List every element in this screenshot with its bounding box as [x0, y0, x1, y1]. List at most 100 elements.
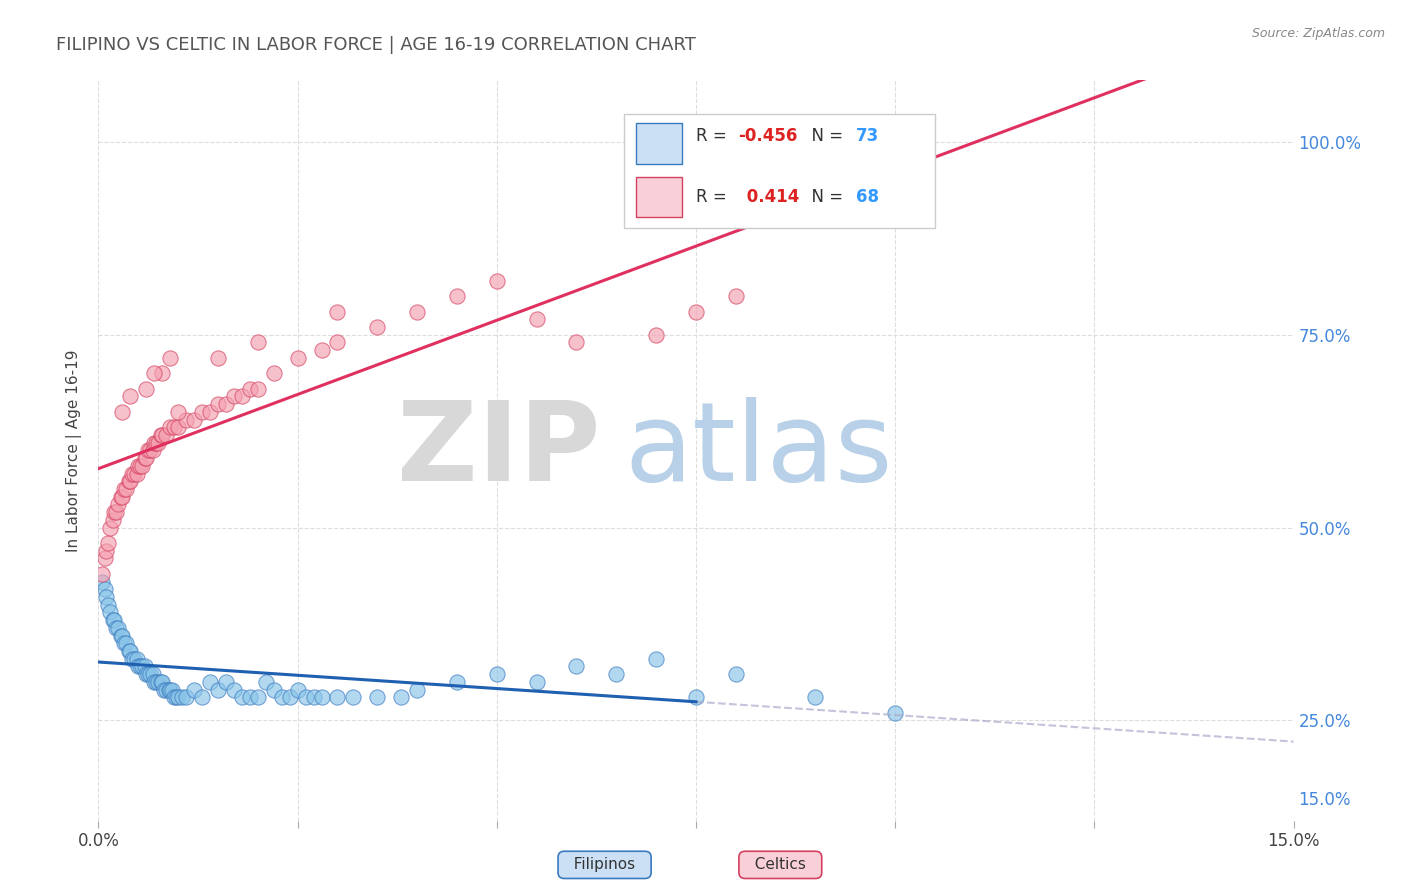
- Point: [118, 475, 141, 489]
- Text: -0.456: -0.456: [738, 127, 797, 145]
- Point: [446, 674, 468, 689]
- Point: [145, 674, 167, 689]
- Point: [724, 289, 747, 303]
- Point: [526, 312, 548, 326]
- Point: [406, 682, 429, 697]
- Point: [97, 536, 120, 550]
- Point: [127, 659, 149, 673]
- Point: [172, 690, 194, 705]
- Point: [110, 490, 132, 504]
- Point: [163, 690, 186, 705]
- Text: Source: ZipAtlas.com: Source: ZipAtlas.com: [1251, 27, 1385, 40]
- Point: [103, 505, 125, 519]
- Point: [131, 458, 153, 473]
- Point: [207, 397, 229, 411]
- Point: [111, 490, 134, 504]
- Point: [605, 667, 627, 681]
- Point: [645, 327, 668, 342]
- Point: [231, 389, 253, 403]
- Point: [287, 682, 309, 697]
- Point: [125, 651, 148, 665]
- Point: [526, 674, 548, 689]
- Point: [167, 405, 190, 419]
- Point: [406, 304, 429, 318]
- Point: [183, 682, 205, 697]
- Text: R =: R =: [696, 127, 733, 145]
- Point: [166, 690, 188, 705]
- Point: [124, 651, 146, 665]
- Point: [107, 621, 129, 635]
- Point: [120, 389, 142, 403]
- Point: [98, 520, 122, 534]
- Point: [231, 690, 253, 705]
- Point: [139, 443, 162, 458]
- Point: [326, 335, 349, 350]
- FancyBboxPatch shape: [637, 177, 682, 218]
- Point: [167, 690, 190, 705]
- Point: [302, 690, 325, 705]
- Point: [198, 674, 221, 689]
- Point: [139, 667, 162, 681]
- Point: [326, 690, 349, 705]
- FancyBboxPatch shape: [637, 123, 682, 164]
- Point: [127, 458, 149, 473]
- Point: [157, 682, 180, 697]
- Point: [183, 412, 205, 426]
- Point: [685, 304, 707, 318]
- Point: [645, 651, 668, 665]
- Point: [125, 467, 148, 481]
- Point: [148, 674, 170, 689]
- Point: [246, 335, 269, 350]
- Point: [148, 435, 170, 450]
- Point: [207, 351, 229, 365]
- Point: [222, 389, 245, 403]
- Point: [150, 674, 173, 689]
- Point: [485, 274, 508, 288]
- Point: [103, 613, 125, 627]
- Point: [104, 505, 127, 519]
- Point: [149, 428, 172, 442]
- Point: [97, 598, 120, 612]
- Point: [115, 482, 138, 496]
- Point: [685, 690, 707, 705]
- Point: [191, 690, 214, 705]
- Point: [110, 629, 132, 643]
- Point: [167, 420, 190, 434]
- Point: [246, 382, 269, 396]
- Point: [101, 613, 124, 627]
- Point: [136, 667, 159, 681]
- Point: [135, 382, 157, 396]
- Point: [124, 467, 146, 481]
- Point: [159, 682, 181, 697]
- Point: [120, 475, 142, 489]
- Point: [263, 682, 285, 697]
- Point: [174, 412, 197, 426]
- Point: [118, 644, 141, 658]
- Point: [134, 451, 156, 466]
- Point: [128, 659, 150, 673]
- Point: [120, 644, 142, 658]
- Text: R =: R =: [696, 187, 733, 205]
- Text: Filipinos: Filipinos: [564, 857, 645, 872]
- Point: [149, 674, 172, 689]
- Point: [222, 682, 245, 697]
- Point: [152, 682, 174, 697]
- Text: FILIPINO VS CELTIC IN LABOR FORCE | AGE 16-19 CORRELATION CHART: FILIPINO VS CELTIC IN LABOR FORCE | AGE …: [56, 36, 696, 54]
- Text: N =: N =: [801, 127, 848, 145]
- Point: [115, 636, 138, 650]
- Point: [155, 428, 177, 442]
- Text: Celtics: Celtics: [745, 857, 815, 872]
- Point: [254, 674, 277, 689]
- Point: [142, 443, 165, 458]
- Point: [104, 621, 127, 635]
- Point: [174, 690, 197, 705]
- Point: [389, 690, 412, 705]
- Point: [804, 690, 827, 705]
- Text: N =: N =: [801, 187, 848, 205]
- Point: [366, 690, 388, 705]
- Point: [91, 566, 114, 581]
- Point: [163, 420, 186, 434]
- Point: [724, 667, 747, 681]
- Point: [215, 397, 238, 411]
- Point: [198, 405, 221, 419]
